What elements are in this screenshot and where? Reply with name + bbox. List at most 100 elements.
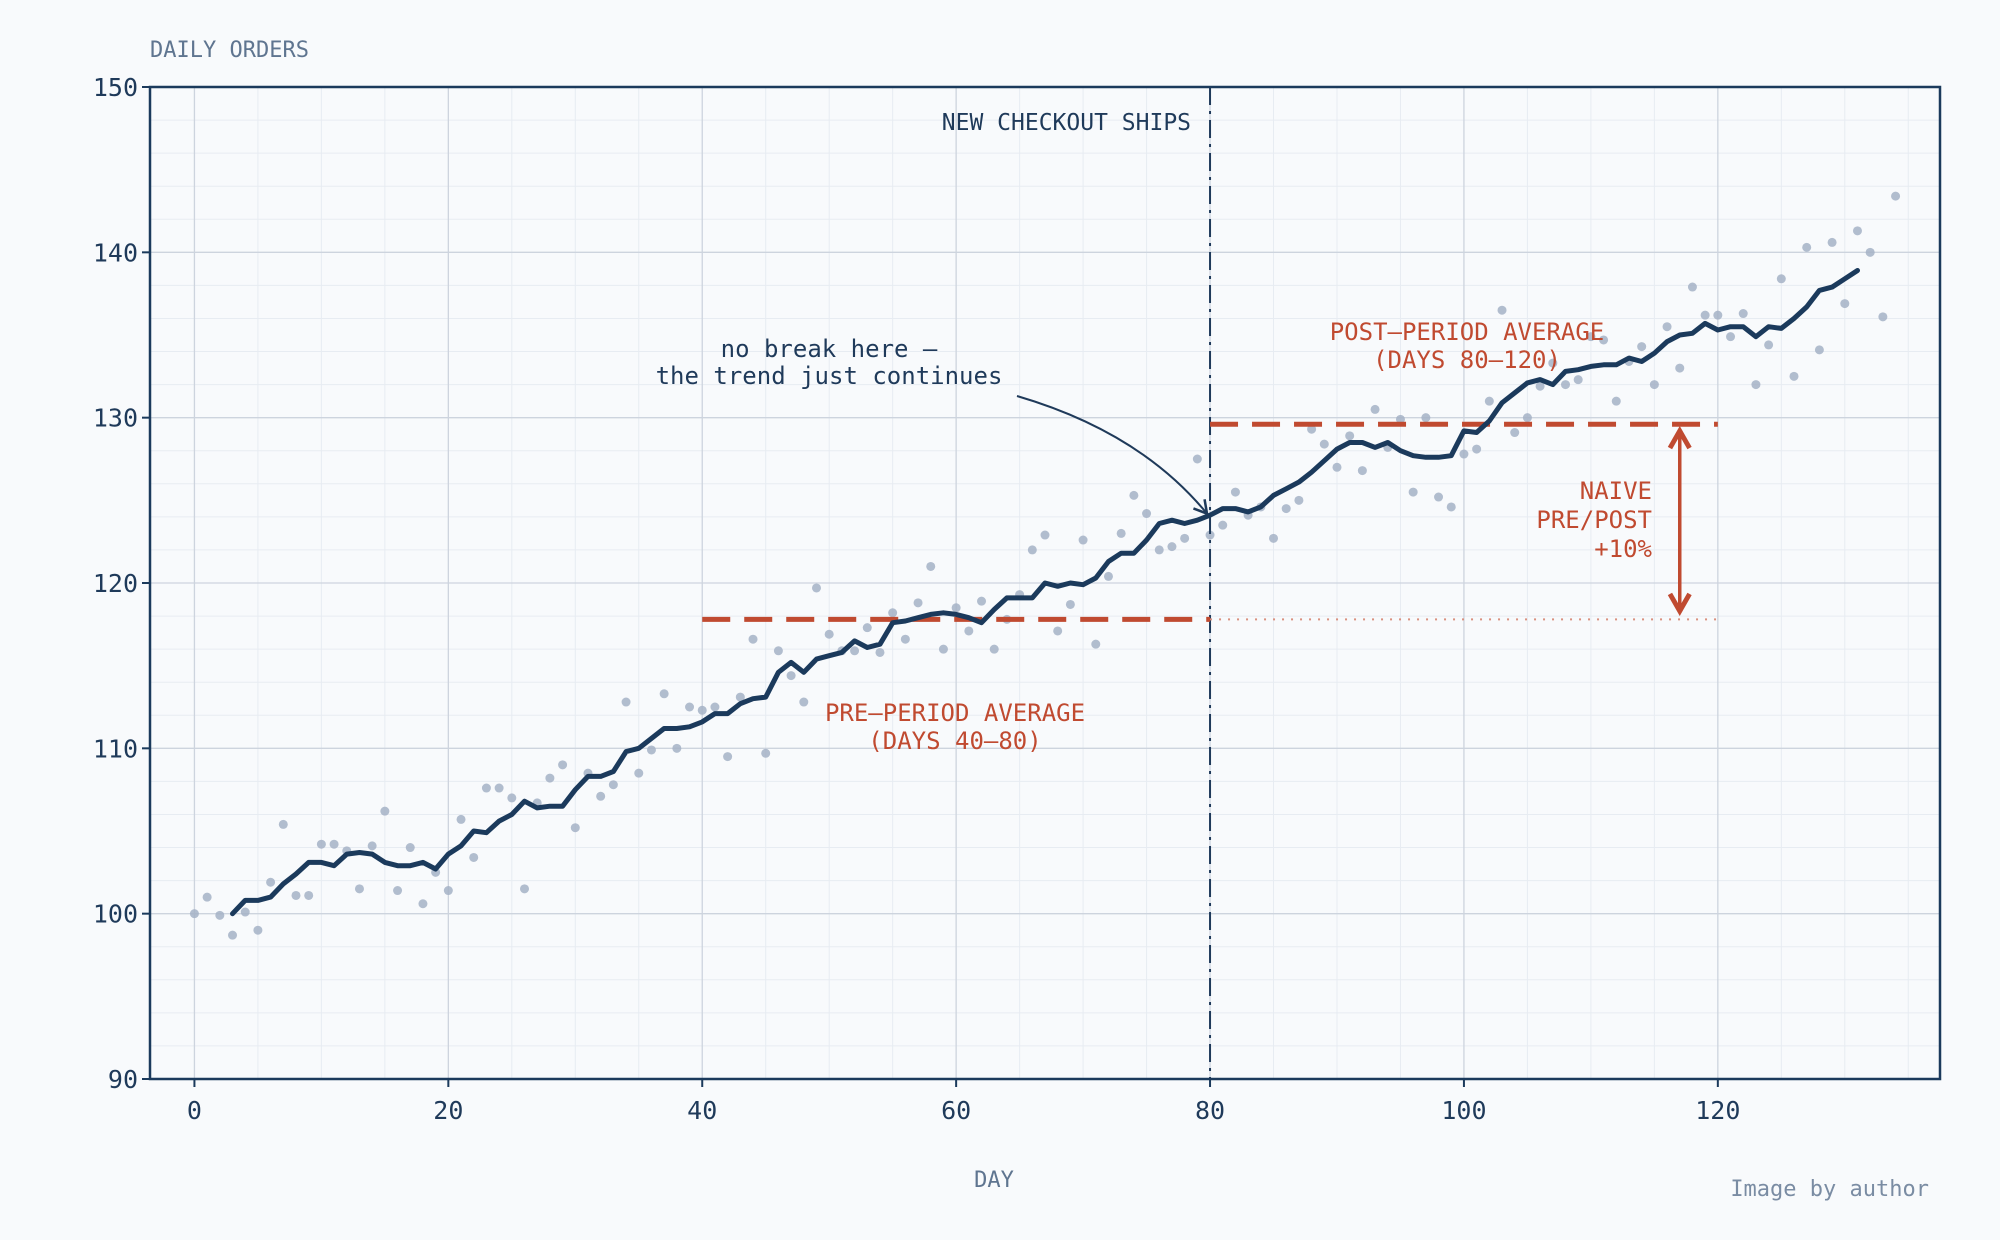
scatter-point: [799, 697, 809, 707]
y-tick-label: 140: [93, 238, 138, 267]
scatter-point: [1446, 502, 1456, 512]
scatter-point: [228, 930, 238, 940]
scatter-point: [1205, 530, 1215, 540]
scatter-point: [1167, 542, 1177, 552]
scatter-point: [1040, 530, 1050, 540]
scatter-point: [494, 783, 504, 793]
scatter-point: [1421, 413, 1431, 423]
scatter-point: [596, 791, 606, 801]
scatter-point: [1332, 462, 1342, 472]
scatter-point: [304, 890, 314, 900]
y-tick-label: 90: [108, 1065, 138, 1094]
scatter-point: [1484, 396, 1494, 406]
scatter-point: [1687, 282, 1697, 292]
scatter-point: [634, 768, 644, 778]
scatter-point: [507, 793, 517, 803]
scatter-point: [1154, 545, 1164, 555]
no-break-annotation-line: the trend just continues: [656, 362, 1003, 390]
y-tick-label: 130: [93, 404, 138, 433]
y-tick-label: 100: [93, 900, 138, 929]
trend-line: [230, 268, 1860, 917]
scatter-point: [1802, 242, 1812, 252]
scatter-point: [989, 644, 999, 654]
scatter-point: [748, 634, 758, 644]
no-break-annotation-line: no break here —: [721, 335, 938, 363]
y-axis-ticks: 90 100 110 120 130 140 150: [93, 73, 150, 1094]
y-tick-label: 110: [93, 734, 138, 763]
x-tick-label: 80: [1195, 1096, 1225, 1125]
scatter-point: [735, 692, 745, 702]
scatter-point: [1230, 487, 1240, 497]
scatter-point: [1764, 340, 1774, 350]
scatter-point: [875, 647, 885, 657]
naive-delta-label-line: NAIVE: [1580, 477, 1652, 505]
scatter-point: [1434, 492, 1444, 502]
x-tick-label: 0: [187, 1096, 202, 1125]
scatter-point: [773, 646, 783, 656]
scatter-point: [977, 596, 987, 606]
pre-period-label-line: (DAYS 40–80): [868, 727, 1041, 755]
scatter-point: [951, 603, 961, 613]
scatter-point: [405, 843, 415, 853]
scatter-point: [1294, 495, 1304, 505]
scatter-point: [900, 634, 910, 644]
scatter-point: [697, 705, 707, 715]
scatter-point: [1497, 305, 1507, 315]
scatter-point: [1129, 490, 1139, 500]
scatter-point: [723, 752, 733, 762]
scatter-point: [1700, 310, 1710, 320]
scatter-point: [202, 892, 212, 902]
scatter-point: [1218, 520, 1228, 530]
scatter-point: [1726, 332, 1736, 342]
no-break-arrow: [1016, 395, 1209, 516]
scatter-point: [189, 909, 199, 919]
chart-title: DAILY ORDERS: [150, 38, 309, 63]
scatter-point: [1065, 599, 1075, 609]
scatter-point: [608, 780, 618, 790]
scatter-point: [1840, 299, 1850, 309]
scatter-point: [1078, 535, 1088, 545]
scatter-point: [1827, 237, 1837, 247]
scatter-point: [1357, 466, 1367, 476]
scatter-point: [1103, 571, 1113, 581]
y-tick-label: 150: [93, 73, 138, 102]
scatter-point: [1192, 454, 1202, 464]
scatter-point: [367, 841, 377, 851]
scatter-point: [862, 623, 872, 633]
naive-delta-label: NAIVE PRE/POST +10%: [1536, 477, 1652, 563]
scatter-point: [570, 823, 580, 833]
scatter-point: [1307, 424, 1317, 434]
scatter-point: [1408, 487, 1418, 497]
pre-period-label: PRE–PERIOD AVERAGE (DAYS 40–80): [825, 699, 1085, 755]
scatter-point: [1611, 396, 1621, 406]
scatter-point: [469, 852, 479, 862]
x-tick-label: 120: [1695, 1096, 1740, 1125]
scatter-point: [1281, 504, 1291, 514]
scatter-point: [926, 561, 936, 571]
scatter-point: [443, 886, 453, 896]
scatter-point: [545, 773, 555, 783]
scatter-point: [1370, 404, 1380, 414]
scatter-point: [1852, 226, 1862, 236]
scatter-point: [786, 671, 796, 681]
image-credit: Image by author: [1730, 1177, 1929, 1202]
scatter-point: [253, 925, 263, 935]
scatter-point: [1535, 381, 1545, 391]
scatter-point: [316, 839, 326, 849]
scatter-point: [1395, 414, 1405, 424]
scatter-point: [672, 743, 682, 753]
scatter-point: [1789, 371, 1799, 381]
scatter-point: [393, 886, 403, 896]
scatter-point: [380, 806, 390, 816]
x-tick-label: 60: [941, 1096, 971, 1125]
scatter-point: [1878, 312, 1888, 322]
scatter-point: [266, 877, 276, 887]
scatter-point: [1142, 509, 1152, 519]
scatter-point: [710, 702, 720, 712]
scatter-point: [646, 745, 656, 755]
scatter-point: [1865, 247, 1875, 257]
scatter-point: [685, 702, 695, 712]
scatter-point: [240, 907, 250, 917]
reference-lines: [702, 87, 1718, 1079]
scatter-point: [888, 608, 898, 618]
